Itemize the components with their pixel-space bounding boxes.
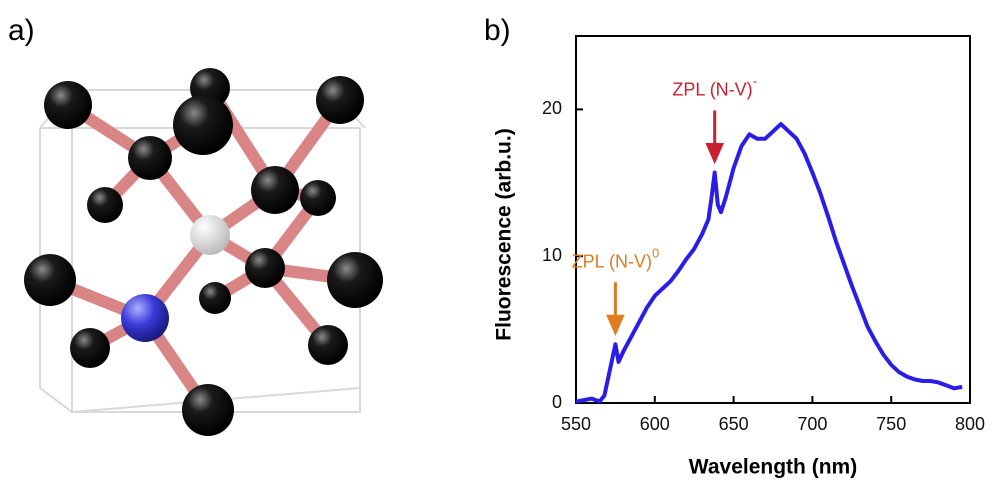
x-tick-label: 550 [561, 414, 591, 434]
panel-label: b) [484, 14, 511, 47]
annotation: ZPL (N-V)- [672, 74, 757, 99]
x-tick-label: 600 [640, 414, 670, 434]
x-axis-label: Wavelength (nm) [689, 456, 857, 479]
annotation-text: ZPL (N-V) [572, 251, 652, 271]
y-axis-label: Fluorescence (arb.u.) [493, 128, 516, 340]
panel-label: a) [8, 14, 35, 47]
annotation: ZPL (N-V)0 [572, 246, 660, 271]
annotation-sup: - [753, 74, 757, 89]
y-tick-label: 10 [542, 245, 562, 265]
y-tick-label: 0 [552, 392, 562, 412]
plot-frame [575, 35, 971, 404]
annotation-sup: 0 [652, 246, 659, 261]
x-tick-label: 750 [876, 414, 906, 434]
annotation-arrow [606, 282, 625, 337]
x-tick-label: 700 [797, 414, 827, 434]
spectrum-chart: 550 600 650 700 750 800 0 10 20 Wavelength (nm) Fl… [493, 35, 985, 479]
x-tick-label: 800 [955, 414, 985, 434]
spectrum-line [575, 122, 963, 404]
crystal-diagram [24, 68, 383, 436]
annotation-text: ZPL (N-V) [672, 79, 752, 99]
annotation-arrow [705, 110, 724, 165]
x-tick-label: 650 [719, 414, 749, 434]
y-tick-label: 20 [542, 98, 562, 118]
